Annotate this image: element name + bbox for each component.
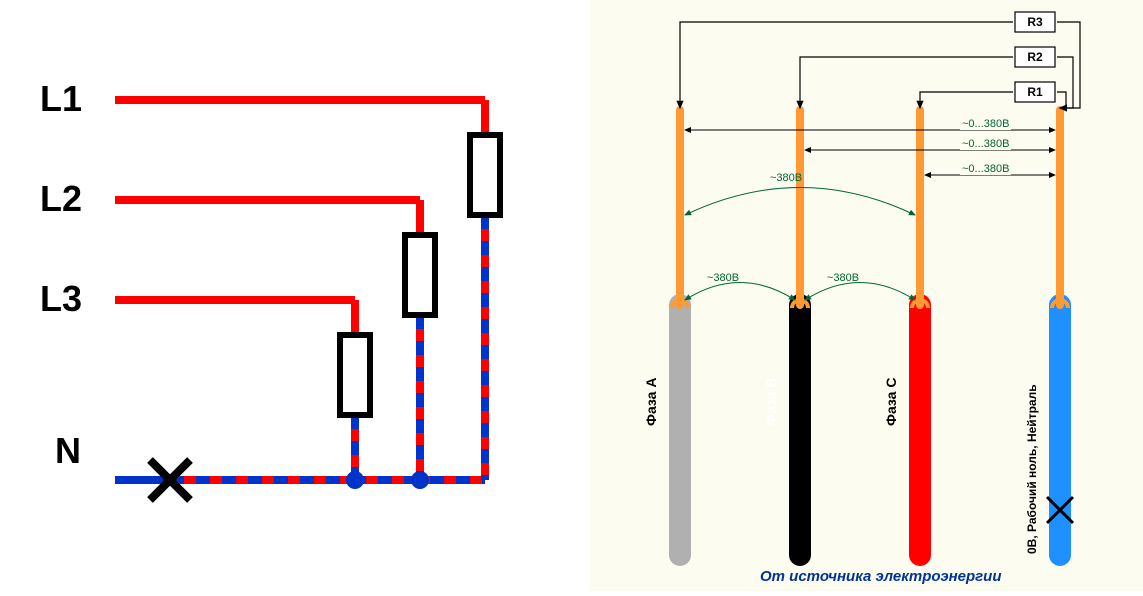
arc-label-AB: ~380В bbox=[707, 272, 739, 284]
resistor-L1 bbox=[470, 135, 500, 215]
wire-C-label: Фаза C bbox=[883, 378, 899, 426]
node-1 bbox=[346, 471, 364, 489]
r1-line-left bbox=[920, 92, 1013, 108]
volt-label-2: ~0...380В bbox=[960, 138, 1011, 150]
wire-A-label: Фаза A bbox=[643, 378, 659, 426]
label-N: N bbox=[55, 430, 81, 472]
r2-line-right bbox=[1057, 57, 1073, 108]
resistor-L3 bbox=[340, 335, 370, 415]
arc-AB bbox=[685, 283, 795, 301]
wire-B-label: Фаза B bbox=[763, 378, 779, 426]
wire-N-label: 0В, Рабочий ноль, Нейтраль bbox=[1025, 384, 1039, 554]
label-L2: L2 bbox=[40, 178, 82, 220]
r1-label: R1 bbox=[1015, 85, 1055, 99]
right-wires-panel: R1 R2 R3 ~0...380В ~0...380В ~0...380В ~… bbox=[590, 0, 1143, 591]
right-svg bbox=[590, 0, 1143, 591]
node-2 bbox=[411, 471, 429, 489]
volt-label-1: ~0...380В bbox=[960, 118, 1011, 130]
label-L1: L1 bbox=[40, 78, 82, 120]
r3-line-left bbox=[680, 22, 1013, 108]
left-circuit-panel: L1 L2 L3 N bbox=[0, 0, 590, 591]
caption: От источника электроэнергии bbox=[760, 568, 1002, 585]
arc-BC bbox=[805, 283, 915, 301]
left-circuit-svg bbox=[0, 0, 590, 591]
r2-line-left bbox=[800, 57, 1013, 108]
r2-label: R2 bbox=[1015, 50, 1055, 64]
arc-label-AC: ~380В bbox=[770, 172, 802, 184]
r1-line-right bbox=[1057, 92, 1066, 108]
resistor-L2 bbox=[405, 235, 435, 315]
arc-label-BC: ~380В bbox=[827, 272, 859, 284]
volt-label-3: ~0...380В bbox=[960, 163, 1011, 175]
r3-label: R3 bbox=[1015, 15, 1055, 29]
r3-line-right bbox=[1057, 22, 1080, 108]
label-L3: L3 bbox=[40, 278, 82, 320]
